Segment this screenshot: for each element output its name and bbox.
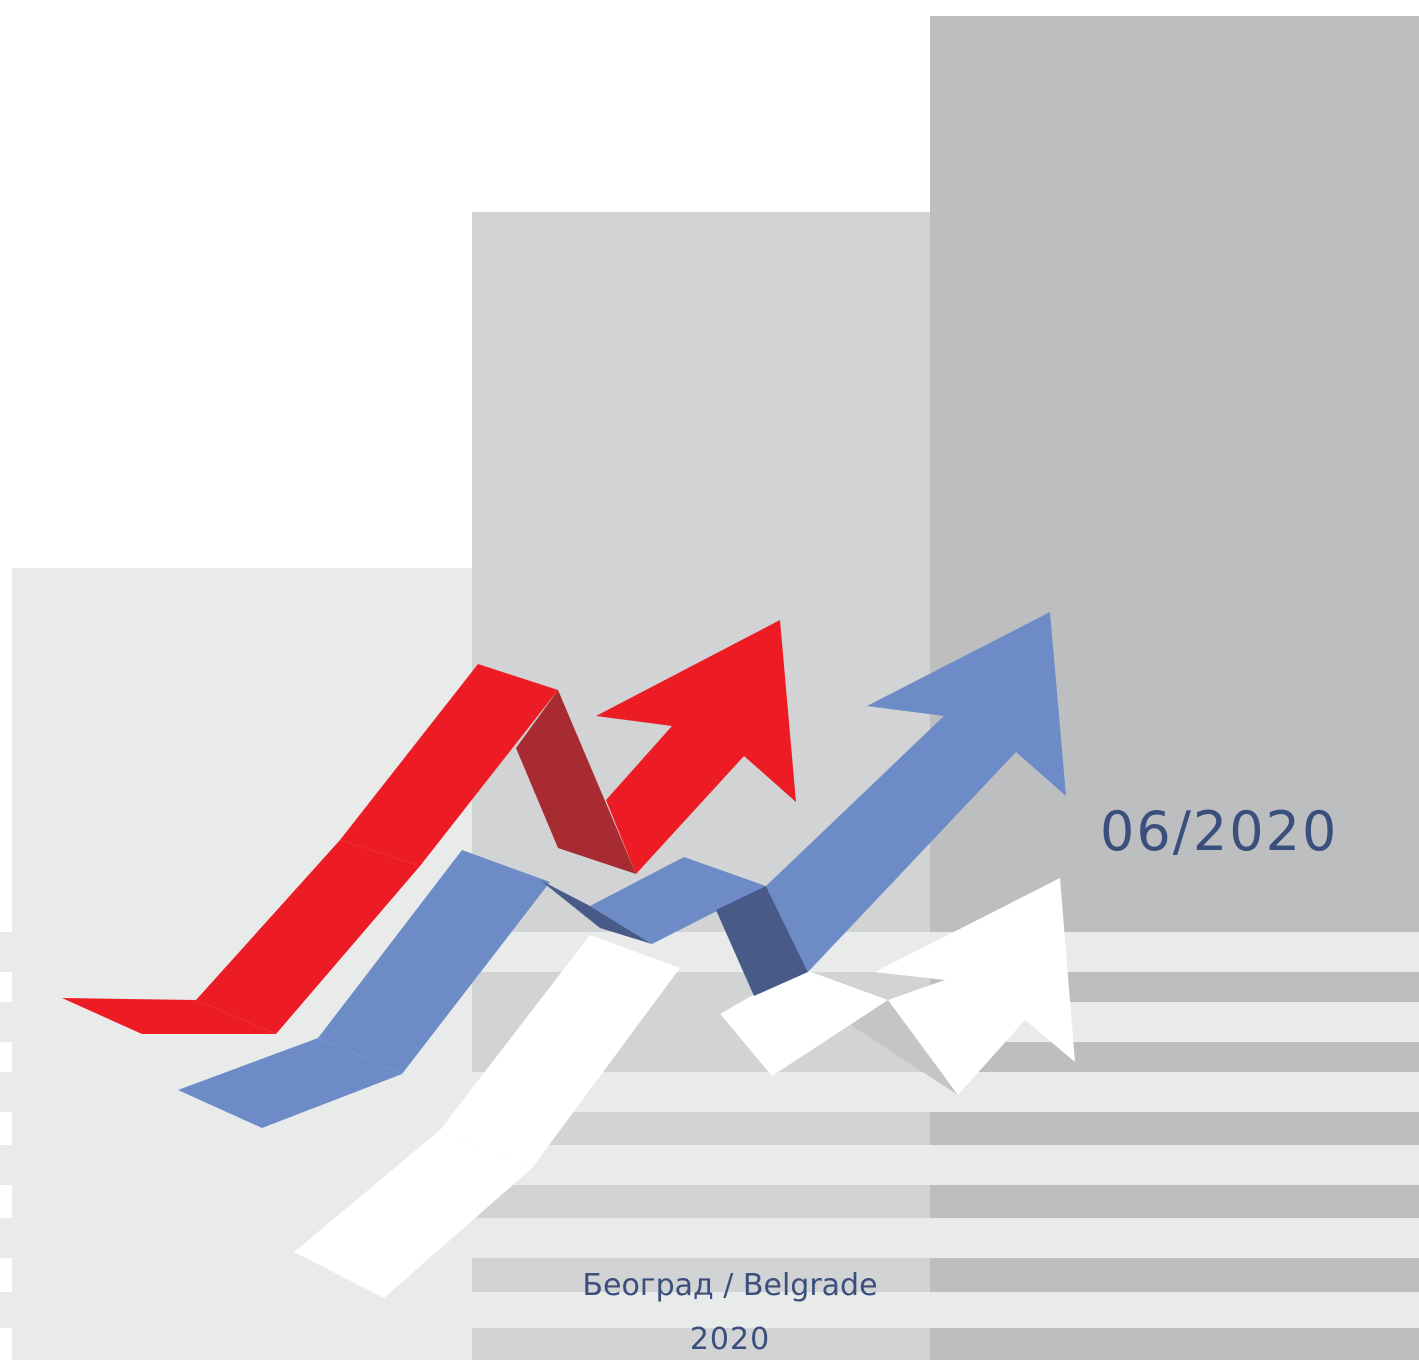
blue-arrow-icon [178,612,1066,1128]
issue-date: 06/2020 [1100,800,1339,863]
red-arrow-icon [62,620,796,1034]
white-arrow-icon [294,878,1075,1298]
stripe-band [0,932,1419,1360]
publication-year: 2020 [689,1322,771,1357]
publication-place: Београд / Belgrade [582,1268,878,1303]
